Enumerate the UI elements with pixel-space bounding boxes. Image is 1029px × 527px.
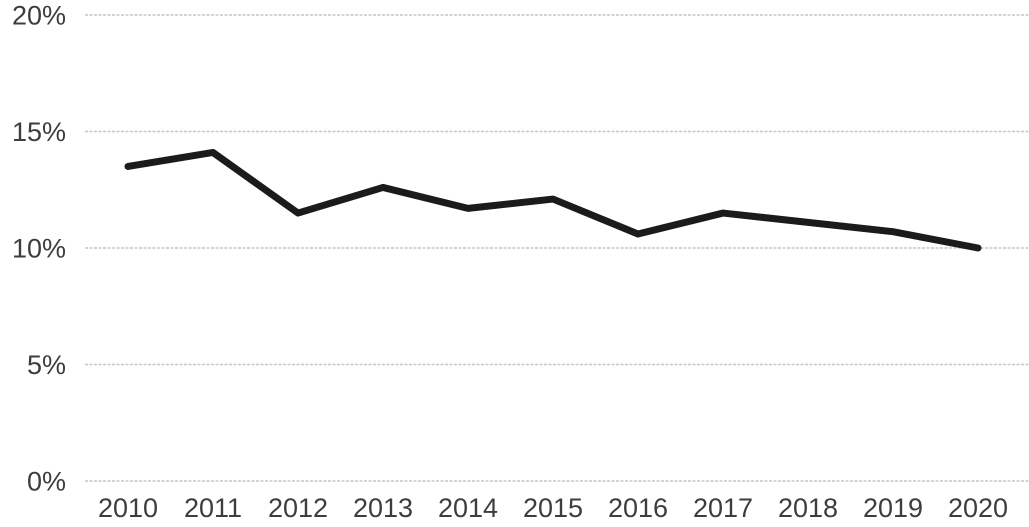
y-tick-label: 20% (12, 1, 66, 31)
x-tick-label: 2012 (268, 493, 328, 523)
x-tick-label: 2017 (693, 493, 753, 523)
y-axis-tick-labels: 0% 5% 10% 15% 20% (12, 1, 66, 497)
data-series (124, 148, 982, 252)
series-percentage-line (124, 148, 982, 252)
x-axis-tick-labels: 2010 2011 2012 2013 2014 2015 2016 2017 2018 2019… (98, 493, 1008, 523)
y-tick-label: 0% (27, 467, 66, 497)
x-tick-label: 2020 (948, 493, 1008, 523)
x-tick-label: 2014 (438, 493, 498, 523)
y-tick-label: 5% (27, 350, 66, 380)
y-tick-label: 10% (12, 234, 66, 264)
gridlines (85, 14, 1029, 482)
x-tick-label: 2011 (184, 493, 242, 523)
x-tick-label: 2015 (523, 493, 583, 523)
x-tick-label: 2018 (778, 493, 838, 523)
x-tick-label: 2010 (98, 493, 158, 523)
y-tick-label: 15% (12, 117, 66, 147)
x-tick-label: 2019 (863, 493, 923, 523)
x-tick-label: 2016 (608, 493, 668, 523)
x-tick-label: 2013 (353, 493, 413, 523)
